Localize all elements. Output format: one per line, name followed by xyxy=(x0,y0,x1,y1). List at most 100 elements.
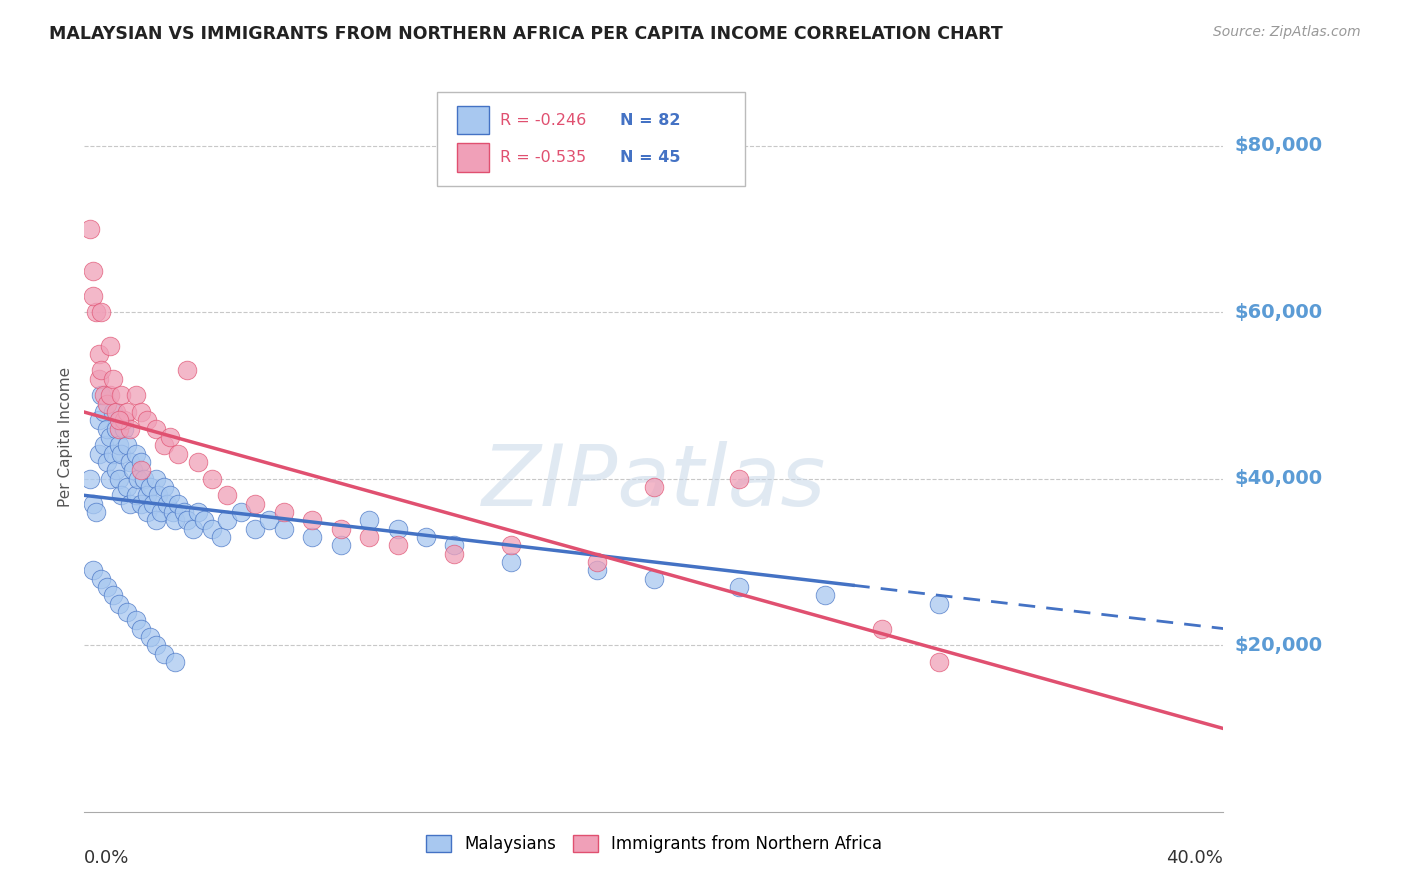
Point xyxy=(84,305,107,319)
Point xyxy=(643,480,665,494)
Point xyxy=(84,505,107,519)
Point xyxy=(90,305,112,319)
Point xyxy=(201,522,224,536)
Point xyxy=(93,438,115,452)
Point xyxy=(90,363,112,377)
Point xyxy=(245,522,267,536)
Text: MALAYSIAN VS IMMIGRANTS FROM NORTHERN AFRICA PER CAPITA INCOME CORRELATION CHART: MALAYSIAN VS IMMIGRANTS FROM NORTHERN AF… xyxy=(49,25,1002,43)
Point xyxy=(98,388,121,402)
Text: $20,000: $20,000 xyxy=(1234,636,1323,655)
Point xyxy=(107,472,129,486)
Point xyxy=(131,405,153,419)
Text: N = 82: N = 82 xyxy=(620,112,681,128)
FancyBboxPatch shape xyxy=(457,144,489,172)
Point xyxy=(82,497,104,511)
Point xyxy=(96,580,118,594)
Point xyxy=(728,580,751,594)
Point xyxy=(112,422,135,436)
Point xyxy=(82,288,104,302)
Point xyxy=(127,472,149,486)
Point xyxy=(329,538,352,552)
Point xyxy=(387,538,409,552)
Point xyxy=(124,488,146,502)
Point xyxy=(643,572,665,586)
Text: Source: ZipAtlas.com: Source: ZipAtlas.com xyxy=(1213,25,1361,39)
Point xyxy=(131,622,153,636)
Point xyxy=(107,413,129,427)
Point xyxy=(215,513,238,527)
Point xyxy=(165,655,187,669)
Point xyxy=(124,388,146,402)
Point xyxy=(93,388,115,402)
Point xyxy=(301,513,323,527)
Point xyxy=(121,463,143,477)
Point xyxy=(98,338,121,352)
Point xyxy=(153,438,176,452)
Point xyxy=(187,455,209,469)
Point xyxy=(115,605,138,619)
Point xyxy=(115,405,138,419)
Point xyxy=(139,480,162,494)
Point xyxy=(153,480,176,494)
Point xyxy=(87,413,110,427)
Point xyxy=(150,505,173,519)
Point xyxy=(162,505,184,519)
Point xyxy=(107,597,129,611)
Point xyxy=(136,413,159,427)
Point xyxy=(245,497,267,511)
Point xyxy=(301,530,323,544)
Point xyxy=(259,513,281,527)
Point xyxy=(79,472,101,486)
Text: $80,000: $80,000 xyxy=(1234,136,1323,155)
Point xyxy=(193,513,215,527)
Point xyxy=(142,497,165,511)
Point xyxy=(586,555,609,569)
Point xyxy=(107,422,129,436)
Point xyxy=(104,463,127,477)
Point xyxy=(181,522,204,536)
Point xyxy=(101,447,124,461)
Point xyxy=(124,613,146,627)
Point xyxy=(98,430,121,444)
FancyBboxPatch shape xyxy=(437,93,745,186)
Point xyxy=(359,530,381,544)
Legend: Malaysians, Immigrants from Northern Africa: Malaysians, Immigrants from Northern Afr… xyxy=(419,828,889,860)
Text: N = 45: N = 45 xyxy=(620,150,681,165)
Point xyxy=(387,522,409,536)
Point xyxy=(139,630,162,644)
Point xyxy=(82,563,104,577)
FancyBboxPatch shape xyxy=(457,106,489,135)
Point xyxy=(443,547,465,561)
Point xyxy=(101,588,124,602)
Point xyxy=(104,422,127,436)
Point xyxy=(90,388,112,402)
Text: R = -0.246: R = -0.246 xyxy=(501,112,586,128)
Point xyxy=(93,405,115,419)
Point xyxy=(153,647,176,661)
Point xyxy=(415,530,437,544)
Point xyxy=(156,497,179,511)
Point xyxy=(176,513,198,527)
Point xyxy=(90,572,112,586)
Point xyxy=(928,655,950,669)
Point xyxy=(112,413,135,427)
Point xyxy=(148,488,170,502)
Point xyxy=(96,397,118,411)
Point xyxy=(118,422,141,436)
Point xyxy=(118,497,141,511)
Point xyxy=(159,488,181,502)
Point xyxy=(814,588,837,602)
Point xyxy=(110,388,132,402)
Text: $40,000: $40,000 xyxy=(1234,469,1323,488)
Point xyxy=(728,472,751,486)
Point xyxy=(201,472,224,486)
Point xyxy=(107,438,129,452)
Point xyxy=(131,455,153,469)
Point xyxy=(159,430,181,444)
Point xyxy=(87,347,110,361)
Point xyxy=(110,488,132,502)
Point xyxy=(136,488,159,502)
Point xyxy=(145,513,167,527)
Text: 40.0%: 40.0% xyxy=(1167,849,1223,867)
Point xyxy=(115,438,138,452)
